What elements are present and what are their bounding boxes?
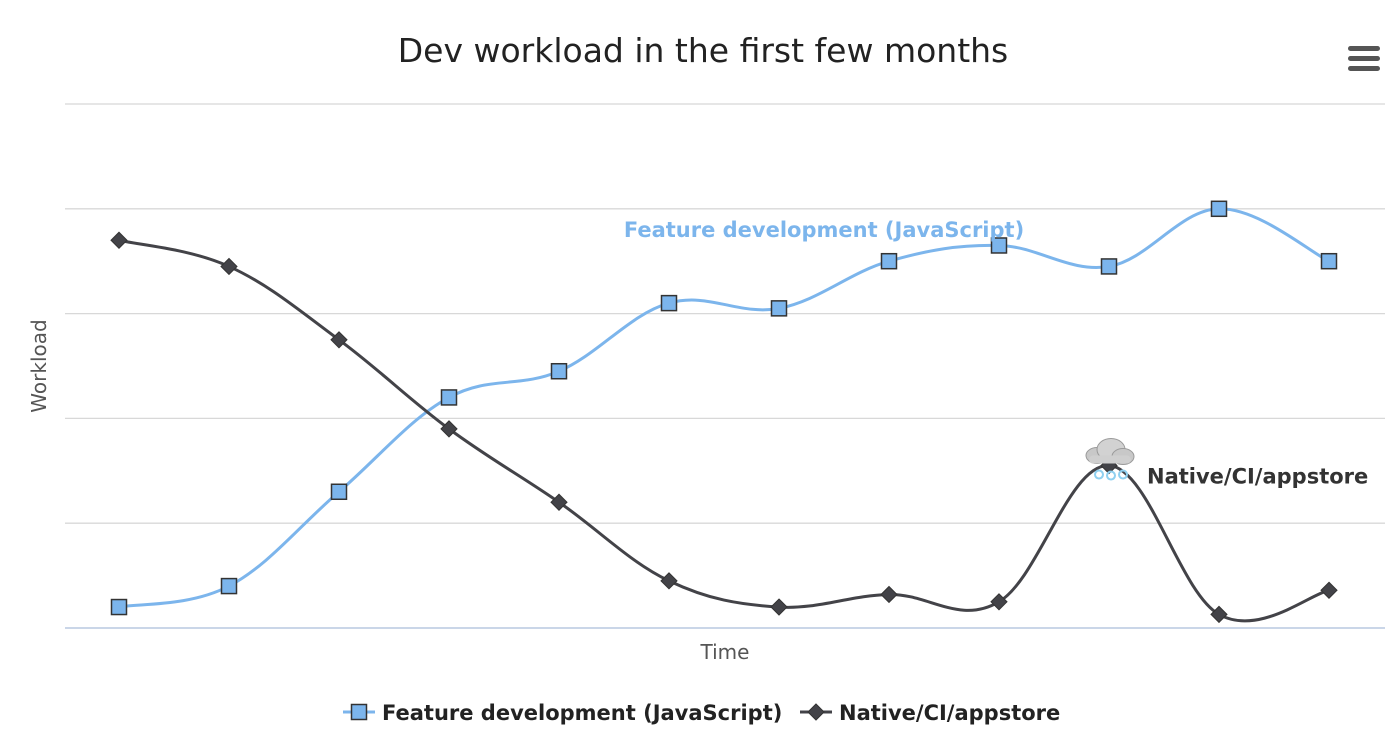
data-point[interactable] <box>220 257 238 276</box>
data-point[interactable] <box>770 598 788 616</box>
legend-square-icon <box>350 703 368 721</box>
data-point[interactable] <box>440 389 458 406</box>
chart-title: Dev workload in the first few months <box>398 31 1009 70</box>
series-2 <box>110 231 1338 624</box>
series-line <box>118 207 1330 609</box>
legend-item-1[interactable]: Feature development (JavaScript) <box>343 701 782 725</box>
data-point[interactable] <box>990 237 1008 254</box>
data-point[interactable] <box>880 252 898 270</box>
series-line <box>118 238 1330 623</box>
data-point[interactable] <box>1320 581 1338 599</box>
data-point[interactable] <box>550 493 568 511</box>
data-point[interactable] <box>1100 258 1118 275</box>
data-point[interactable] <box>1210 605 1228 624</box>
data-point[interactable] <box>220 577 238 595</box>
hamburger-menu-icon <box>1348 46 1380 51</box>
data-point[interactable] <box>1320 252 1338 270</box>
y-axis-title: Workload <box>27 319 51 412</box>
series-labels: Feature development (JavaScript) Native/C… <box>624 218 1368 489</box>
data-point[interactable] <box>330 483 348 501</box>
x-axis-title: Time <box>700 640 750 664</box>
legend-label: Native/CI/appstore <box>839 701 1060 725</box>
series-label-feature: Feature development (JavaScript) <box>624 218 1024 242</box>
data-point[interactable] <box>880 585 898 604</box>
legend-item-2[interactable]: Native/CI/appstore <box>800 701 1060 725</box>
snow-cloud-icon <box>1085 438 1135 481</box>
hamburger-menu-icon-bar-3 <box>1348 66 1380 71</box>
data-point[interactable] <box>440 420 458 438</box>
data-point[interactable] <box>770 300 788 317</box>
series-label-native: Native/CI/appstore <box>1147 465 1368 489</box>
data-point[interactable] <box>330 331 348 349</box>
data-point[interactable] <box>110 598 128 616</box>
data-point[interactable] <box>550 362 568 380</box>
hamburger-menu-icon-bar-2 <box>1348 56 1380 61</box>
context-menu-button[interactable] <box>1340 38 1384 78</box>
series-1 <box>110 200 1338 616</box>
legend-label: Feature development (JavaScript) <box>382 701 782 725</box>
legend: Feature development (JavaScript) Native/C… <box>343 701 1060 725</box>
data-point[interactable] <box>660 294 678 312</box>
data-point[interactable] <box>660 572 678 590</box>
data-point[interactable] <box>1210 200 1228 218</box>
gridlines <box>65 103 1385 524</box>
legend-diamond-icon <box>807 703 825 721</box>
data-point[interactable] <box>110 231 128 249</box>
series-layer <box>110 200 1338 624</box>
data-point[interactable] <box>990 593 1008 611</box>
